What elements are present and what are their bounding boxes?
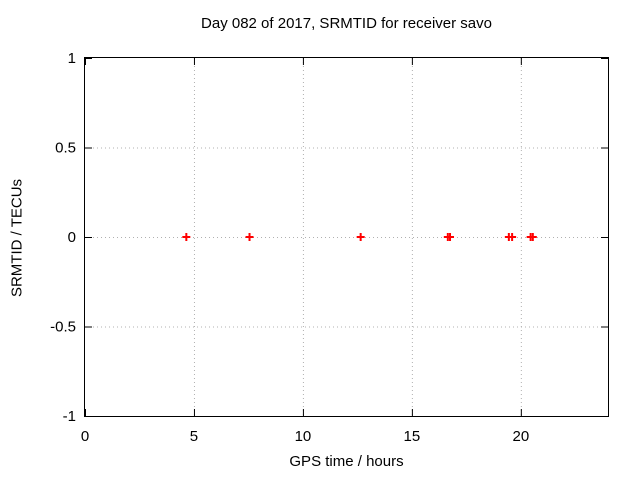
x-tick-label: 20 <box>512 428 529 445</box>
y-tick-label: 1 <box>68 50 76 67</box>
y-tick-label: -1 <box>63 408 76 425</box>
data-point-marker <box>182 233 191 241</box>
data-point-marker <box>245 233 254 241</box>
x-tick-label: 15 <box>404 428 421 445</box>
data-point-marker <box>508 233 517 241</box>
chart-title: Day 082 of 2017, SRMTID for receiver sav… <box>201 15 492 32</box>
data-point-marker <box>528 233 537 241</box>
y-tick-label: 0 <box>68 229 76 246</box>
data-point-marker <box>356 233 365 241</box>
x-tick-label: 5 <box>190 428 198 445</box>
plot-border <box>84 57 609 417</box>
data-point-marker <box>446 233 455 241</box>
y-tick-label: 0.5 <box>55 140 76 157</box>
y-tick-label: -0.5 <box>50 319 76 336</box>
x-tick-label: 10 <box>295 428 312 445</box>
x-axis-label: GPS time / hours <box>289 453 404 470</box>
x-tick-label: 0 <box>81 428 89 445</box>
y-axis-label: SRMTID / TECUs <box>8 178 26 298</box>
